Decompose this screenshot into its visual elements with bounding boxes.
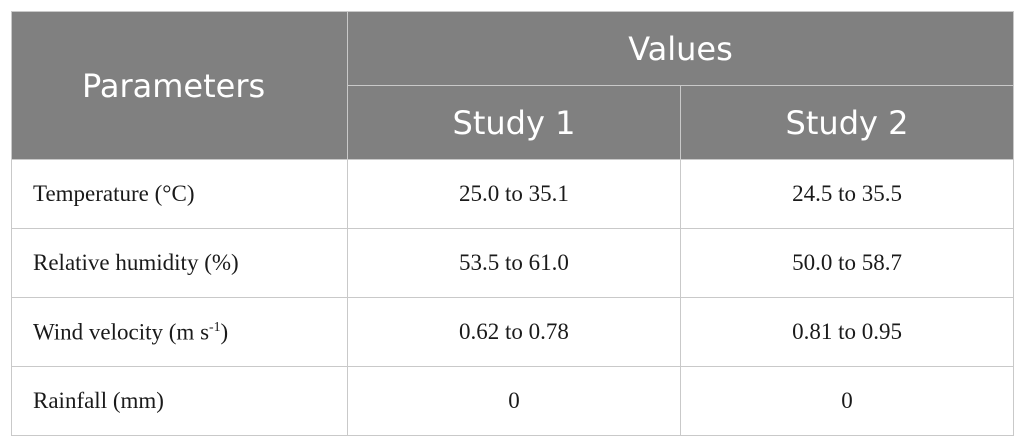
table-row-wind-velocity: Wind velocity (m s-1) 0.62 to 0.78 0.81 … — [11, 297, 1015, 367]
table-row-rainfall: Rainfall (mm) 0 0 — [11, 366, 1015, 436]
cell-study-1: 53.5 to 61.0 — [347, 228, 681, 298]
cell-parameter-text: Wind velocity (m s — [33, 319, 210, 345]
header-study-2: Study 2 — [679, 85, 1015, 160]
table-header: Parameters Values Study 1 Study 2 — [11, 11, 1015, 160]
cell-study-1: 0 — [347, 366, 681, 436]
cell-parameter: Temperature (°C) — [11, 159, 348, 229]
table-row-relative-humidity: Relative humidity (%) 53.5 to 61.0 50.0 … — [11, 228, 1015, 298]
header-parameters: Parameters — [11, 11, 348, 160]
cell-parameter: Wind velocity (m s-1) — [11, 297, 348, 367]
cell-parameter-superscript: -1 — [209, 318, 221, 334]
cell-parameter: Relative humidity (%) — [11, 228, 348, 298]
weather-parameters-table: Parameters Values Study 1 Study 2 Temper… — [11, 11, 1015, 436]
header-row-top: Parameters Values — [11, 11, 1015, 160]
cell-study-2: 24.5 to 35.5 — [679, 159, 1015, 229]
table-row-temperature: Temperature (°C) 25.0 to 35.1 24.5 to 35… — [11, 159, 1015, 229]
header-study-1: Study 1 — [347, 85, 681, 160]
cell-study-2: 50.0 to 58.7 — [679, 228, 1015, 298]
cell-study-2: 0.81 to 0.95 — [679, 297, 1015, 367]
header-row-studies: Study 1 Study 2 — [12, 85, 1015, 160]
table-body: Temperature (°C) 25.0 to 35.1 24.5 to 35… — [11, 159, 1015, 436]
cell-parameter: Rainfall (mm) — [11, 366, 348, 436]
header-values: Values — [346, 11, 1015, 86]
cell-study-1: 0.62 to 0.78 — [347, 297, 681, 367]
cell-parameter-closing: ) — [220, 319, 229, 345]
cell-study-1: 25.0 to 35.1 — [347, 159, 681, 229]
cell-study-2: 0 — [679, 366, 1015, 436]
